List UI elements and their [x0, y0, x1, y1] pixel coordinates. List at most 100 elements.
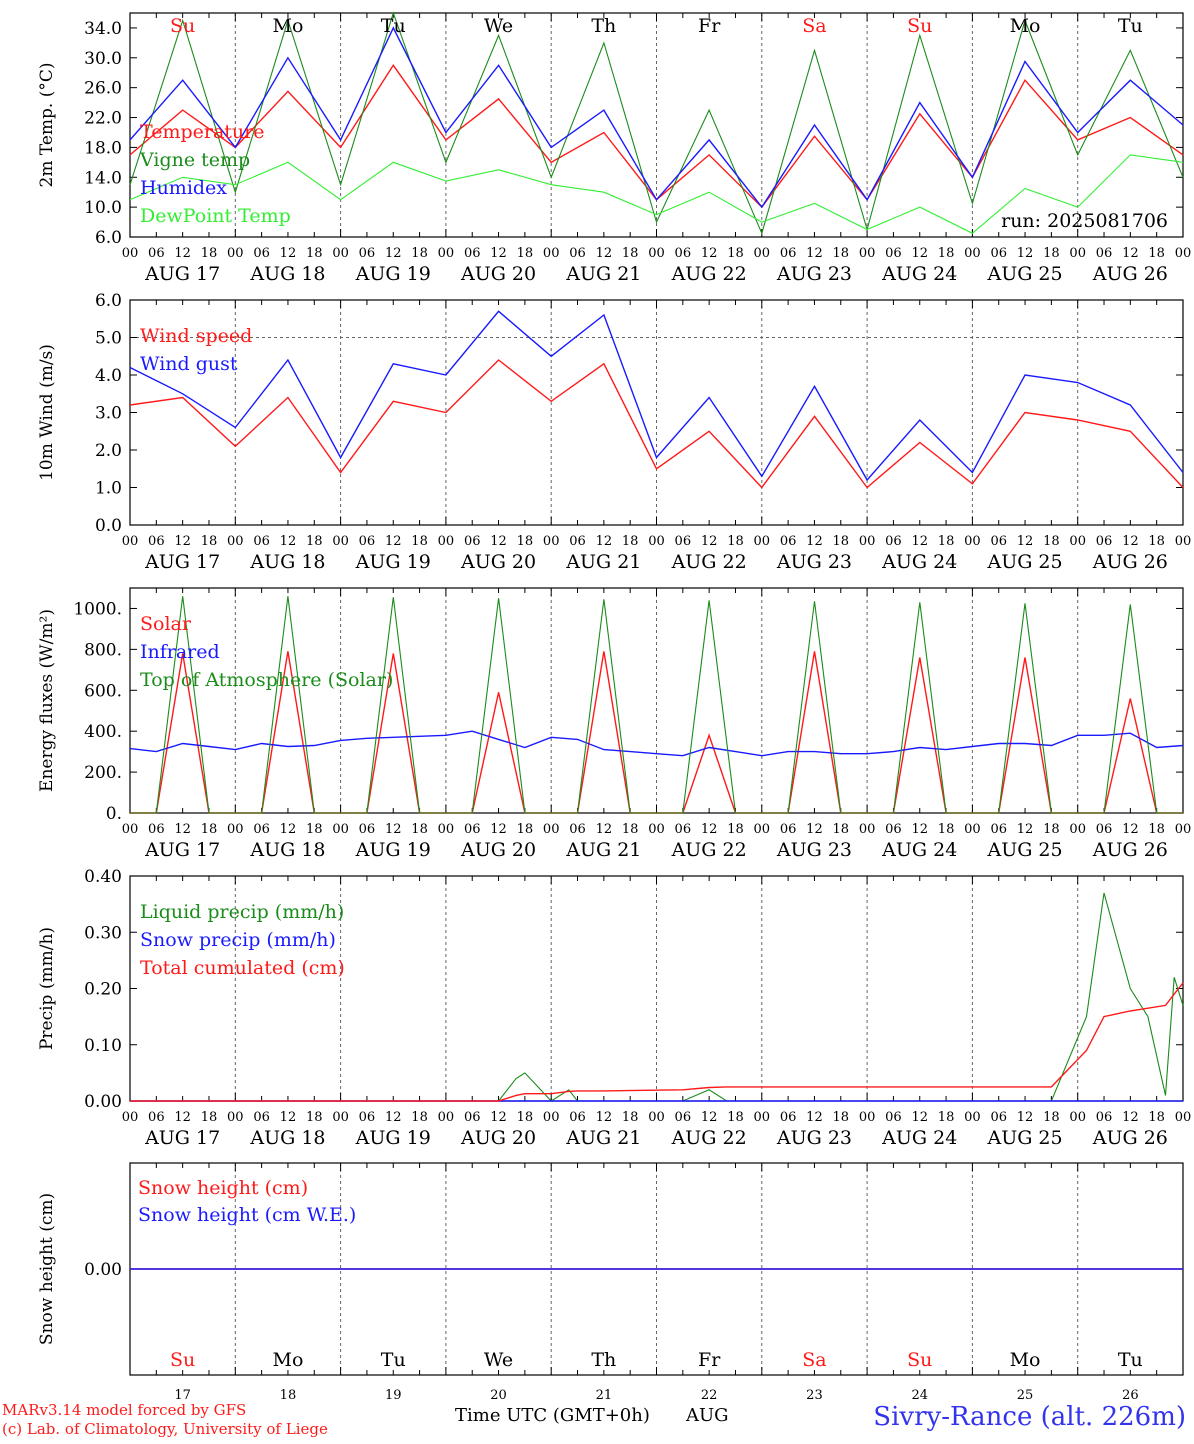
hour-tick-label: 18 [517, 822, 534, 837]
date-label: AUG 21 [565, 1127, 641, 1149]
date-label: AUG 21 [565, 839, 641, 861]
day-name-bottom: Sa [802, 1349, 826, 1371]
day-name-top: Th [591, 15, 616, 37]
hour-tick-label: 06 [569, 534, 586, 549]
hour-tick-label: 18 [727, 822, 744, 837]
series-red-line [129, 359, 1184, 489]
legend-entry: Solar [140, 613, 192, 635]
month-label: AUG [686, 1405, 729, 1426]
hour-tick-label: 06 [1096, 534, 1113, 549]
day-number: 18 [280, 1388, 297, 1403]
hour-tick-label: 12 [911, 1110, 928, 1125]
y-tick-label: 6.0 [95, 228, 122, 248]
hour-tick-label: 18 [727, 534, 744, 549]
legend-entry: Snow height (cm W.E.) [138, 1204, 356, 1226]
hour-tick-label: 00 [227, 1110, 244, 1125]
hour-tick-label: 00 [438, 534, 455, 549]
hour-tick-label: 06 [885, 534, 902, 549]
date-label: AUG 26 [1092, 263, 1168, 285]
legend-entry: Temperature [140, 121, 264, 143]
panel-1-frame [129, 12, 1184, 238]
hour-tick-label: 12 [280, 1110, 297, 1125]
hour-tick-label: 06 [253, 534, 270, 549]
hour-tick-label: 12 [280, 246, 297, 261]
legend-entry: Total cumulated (cm) [140, 957, 345, 979]
hour-tick-label: 06 [990, 246, 1007, 261]
hour-tick-label: 06 [359, 534, 376, 549]
date-label: AUG 24 [881, 551, 957, 573]
hour-tick-label: 18 [833, 534, 850, 549]
hour-tick-label: 12 [174, 1110, 191, 1125]
hour-tick-label: 00 [964, 246, 981, 261]
y-tick-label: 0. [106, 804, 122, 824]
y-tick-label: 0.20 [84, 980, 122, 1000]
y-tick-label: 30.0 [84, 49, 122, 69]
hour-tick-label: 12 [174, 246, 191, 261]
day-name-top: Mo [1010, 15, 1041, 37]
legend-entry: Snow precip (mm/h) [140, 929, 336, 951]
hour-tick-label: 12 [1122, 1110, 1139, 1125]
series-darkgreen-line [130, 596, 1183, 814]
hour-tick-label: 00 [332, 534, 349, 549]
legend-entry: Infrared [140, 641, 220, 663]
y-tick-label: 0.30 [84, 923, 122, 943]
legend-entry: Wind speed [140, 325, 252, 347]
hour-tick-label: 06 [569, 246, 586, 261]
hour-tick-label: 00 [1175, 822, 1192, 837]
hour-tick-label: 12 [490, 822, 507, 837]
hour-tick-label: 00 [1175, 534, 1192, 549]
hour-tick-label: 12 [806, 822, 823, 837]
hour-tick-label: 12 [1017, 822, 1034, 837]
hour-tick-label: 00 [227, 534, 244, 549]
hour-tick-label: 06 [780, 246, 797, 261]
day-number: 19 [385, 1388, 402, 1403]
hour-tick-label: 06 [990, 1110, 1007, 1125]
hour-tick-label: 00 [859, 1110, 876, 1125]
hour-tick-label: 00 [648, 822, 665, 837]
hour-tick-label: 12 [1017, 534, 1034, 549]
date-label: AUG 18 [249, 839, 325, 861]
hour-tick-label: 18 [938, 822, 955, 837]
day-name-bottom: Mo [272, 1349, 303, 1371]
run-label: run: 2025081706 [1001, 210, 1168, 232]
hour-tick-label: 12 [596, 246, 613, 261]
hour-tick-label: 18 [411, 246, 428, 261]
hour-tick-label: 12 [490, 1110, 507, 1125]
hour-tick-label: 18 [622, 534, 639, 549]
hour-tick-label: 12 [385, 534, 402, 549]
date-label: AUG 26 [1092, 839, 1168, 861]
hour-tick-label: 18 [1043, 1110, 1060, 1125]
hour-tick-label: 00 [543, 822, 560, 837]
date-label: AUG 25 [986, 263, 1062, 285]
hour-tick-label: 18 [306, 822, 323, 837]
y-tick-label: 0.40 [84, 867, 122, 887]
legend-entry: Top of Atmosphere (Solar) [140, 669, 393, 691]
hour-tick-label: 06 [359, 246, 376, 261]
hour-tick-label: 18 [622, 246, 639, 261]
hour-tick-label: 00 [754, 534, 771, 549]
day-name-bottom: We [484, 1349, 513, 1371]
hour-tick-label: 18 [938, 534, 955, 549]
day-name-top: Mo [272, 15, 303, 37]
hour-tick-label: 18 [833, 246, 850, 261]
hour-tick-label: 12 [806, 1110, 823, 1125]
y-tick-label: 400. [84, 722, 122, 742]
hour-tick-label: 12 [385, 246, 402, 261]
date-label: AUG 23 [776, 839, 852, 861]
y-axis-label: Precip (mm/h) [37, 927, 57, 1050]
hour-tick-label: 06 [464, 1110, 481, 1125]
hour-tick-label: 00 [122, 246, 139, 261]
hour-tick-label: 06 [885, 822, 902, 837]
date-label: AUG 20 [460, 263, 536, 285]
legend-entry: Humidex [140, 177, 227, 199]
day-name-top: Sa [802, 15, 826, 37]
date-label: AUG 25 [986, 839, 1062, 861]
day-name-top: We [484, 15, 513, 37]
date-label: AUG 22 [671, 551, 747, 573]
y-tick-label: 800. [84, 640, 122, 660]
hour-tick-label: 18 [517, 534, 534, 549]
hour-tick-label: 12 [911, 822, 928, 837]
hour-tick-label: 18 [1043, 246, 1060, 261]
legend-entry: DewPoint Temp [140, 205, 291, 227]
